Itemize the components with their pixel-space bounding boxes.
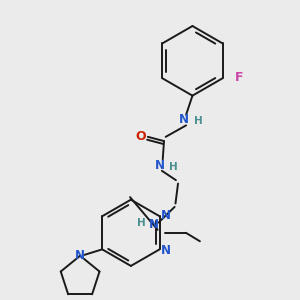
Text: H: H [194, 116, 202, 126]
Text: N: N [179, 113, 189, 126]
Text: N: N [155, 159, 165, 172]
Text: H: H [137, 218, 146, 228]
Text: N: N [149, 218, 159, 231]
Text: N: N [161, 209, 171, 222]
Text: N: N [75, 249, 85, 262]
Text: F: F [235, 71, 243, 84]
Text: H: H [169, 162, 178, 172]
Text: N: N [161, 244, 171, 257]
Text: O: O [135, 130, 146, 143]
